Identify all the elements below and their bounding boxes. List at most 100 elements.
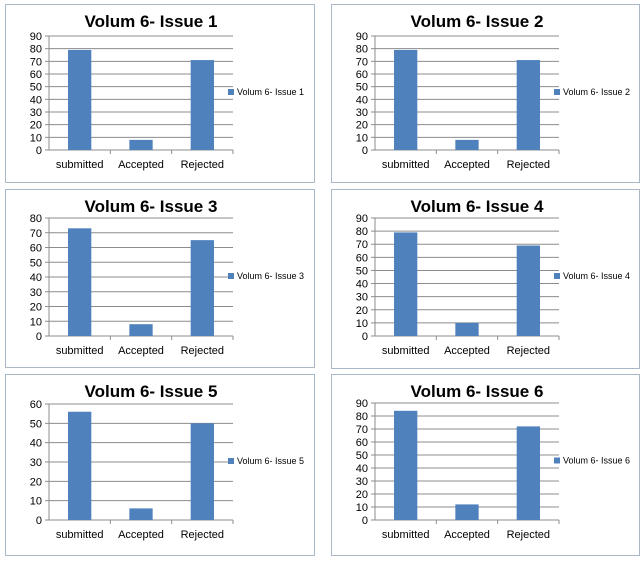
legend-swatch xyxy=(228,458,234,464)
chart-title: Volum 6- Issue 2 xyxy=(411,12,544,31)
x-category-label: submitted xyxy=(382,159,430,171)
x-category-label: submitted xyxy=(56,159,104,171)
bar-submitted xyxy=(68,228,92,336)
y-tick-label: 30 xyxy=(356,292,368,304)
x-category-label: submitted xyxy=(56,529,104,541)
y-tick-label: 10 xyxy=(30,316,42,328)
bar-accepted xyxy=(455,504,479,520)
x-category-label: Rejected xyxy=(181,159,224,171)
chart-title: Volum 6- Issue 6 xyxy=(411,382,544,401)
bar-accepted xyxy=(129,139,153,150)
x-category-label: Accepted xyxy=(444,529,490,541)
legend-swatch xyxy=(228,89,234,95)
x-category-label: Accepted xyxy=(444,159,490,171)
y-tick-label: 0 xyxy=(362,515,368,527)
y-tick-label: 0 xyxy=(362,331,368,343)
bar-submitted xyxy=(394,410,418,520)
bar-accepted xyxy=(129,508,153,520)
y-tick-label: 20 xyxy=(356,305,368,317)
y-tick-label: 20 xyxy=(30,120,42,132)
bar-accepted xyxy=(455,139,479,150)
x-category-label: Rejected xyxy=(181,345,224,357)
y-tick-label: 90 xyxy=(356,398,368,410)
y-tick-label: 40 xyxy=(356,279,368,291)
x-category-label: submitted xyxy=(56,345,104,357)
y-tick-label: 40 xyxy=(30,94,42,106)
chart-panel-issue-3: Volum 6- Issue 3 0 10 20 30 40 50 60 70 80 submitt… xyxy=(5,189,315,368)
y-tick-label: 0 xyxy=(36,515,42,527)
legend-swatch xyxy=(554,457,560,464)
x-category-label: Accepted xyxy=(118,529,164,541)
x-category-label: Rejected xyxy=(507,345,550,357)
bar-accepted xyxy=(455,322,479,336)
bar-submitted xyxy=(68,411,92,520)
bar-rejected xyxy=(516,60,540,150)
y-tick-label: 10 xyxy=(356,132,368,144)
y-tick-label: 60 xyxy=(30,243,42,255)
y-tick-label: 60 xyxy=(356,437,368,449)
bar-chart-issue-3: Volum 6- Issue 3 0 10 20 30 40 50 60 70 80 submitt… xyxy=(30,197,304,357)
chart-title: Volum 6- Issue 1 xyxy=(85,12,218,31)
chart-title: Volum 6- Issue 3 xyxy=(85,197,218,216)
y-tick-label: 10 xyxy=(30,132,42,144)
y-tick-label: 70 xyxy=(356,239,368,251)
y-tick-label: 30 xyxy=(30,107,42,119)
y-tick-label: 10 xyxy=(356,502,368,514)
chart-panel-issue-5: Volum 6- Issue 5 0 10 20 30 40 50 60 submitted Ac… xyxy=(5,374,315,556)
chart-panel-issue-6: Volum 6- Issue 6 0 10 20 30 40 50 60 70 80 90 submi… xyxy=(331,374,640,556)
bar-rejected xyxy=(190,60,214,150)
chart-title: Volum 6- Issue 5 xyxy=(85,382,218,401)
y-tick-label: 40 xyxy=(30,438,42,450)
y-tick-label: 70 xyxy=(356,424,368,436)
y-tick-label: 40 xyxy=(356,94,368,106)
y-tick-label: 70 xyxy=(356,56,368,68)
y-tick-label: 60 xyxy=(356,69,368,81)
chart-panel-issue-2: Volum 6- Issue 2 0 10 20 30 40 50 60 70 80 90 submi… xyxy=(331,4,640,183)
bar-submitted xyxy=(68,49,92,150)
y-tick-label: 50 xyxy=(356,265,368,277)
legend-label: Volum 6- Issue 6 xyxy=(563,456,630,466)
y-tick-label: 10 xyxy=(356,318,368,330)
x-category-label: Accepted xyxy=(118,159,164,171)
bar-rejected xyxy=(190,240,214,336)
bar-rejected xyxy=(516,426,540,520)
x-category-label: submitted xyxy=(382,529,430,541)
y-tick-label: 50 xyxy=(30,418,42,430)
y-tick-label: 0 xyxy=(36,331,42,343)
x-category-label: submitted xyxy=(382,345,430,357)
legend-swatch xyxy=(554,273,560,279)
y-tick-label: 60 xyxy=(30,399,42,411)
y-tick-label: 30 xyxy=(356,476,368,488)
x-category-label: Rejected xyxy=(507,159,550,171)
x-category-label: Rejected xyxy=(181,529,224,541)
y-tick-label: 80 xyxy=(30,44,42,56)
y-tick-label: 50 xyxy=(30,82,42,94)
y-tick-label: 20 xyxy=(356,489,368,501)
bar-accepted xyxy=(129,324,153,336)
legend-label: Volum 6- Issue 3 xyxy=(237,271,304,281)
y-tick-label: 50 xyxy=(356,450,368,462)
bar-rejected xyxy=(190,423,214,520)
y-tick-label: 50 xyxy=(356,82,368,94)
y-tick-label: 80 xyxy=(30,213,42,225)
bar-submitted xyxy=(394,49,418,150)
y-tick-label: 20 xyxy=(356,120,368,132)
y-tick-label: 40 xyxy=(30,272,42,284)
y-tick-label: 60 xyxy=(356,252,368,264)
y-tick-label: 30 xyxy=(30,457,42,469)
y-tick-label: 60 xyxy=(30,69,42,81)
y-tick-label: 40 xyxy=(356,463,368,475)
chart-panel-issue-1: Volum 6- Issue 1 0 10 20 30 40 50 60 70 80 90 submi… xyxy=(5,4,315,183)
y-tick-label: 80 xyxy=(356,226,368,238)
y-tick-label: 20 xyxy=(30,476,42,488)
y-tick-label: 30 xyxy=(356,107,368,119)
y-tick-label: 80 xyxy=(356,44,368,56)
y-tick-label: 50 xyxy=(30,257,42,269)
chart-title: Volum 6- Issue 4 xyxy=(411,197,544,216)
y-tick-label: 70 xyxy=(30,228,42,240)
y-tick-label: 90 xyxy=(356,31,368,43)
y-tick-label: 90 xyxy=(356,213,368,225)
y-tick-label: 0 xyxy=(362,145,368,157)
